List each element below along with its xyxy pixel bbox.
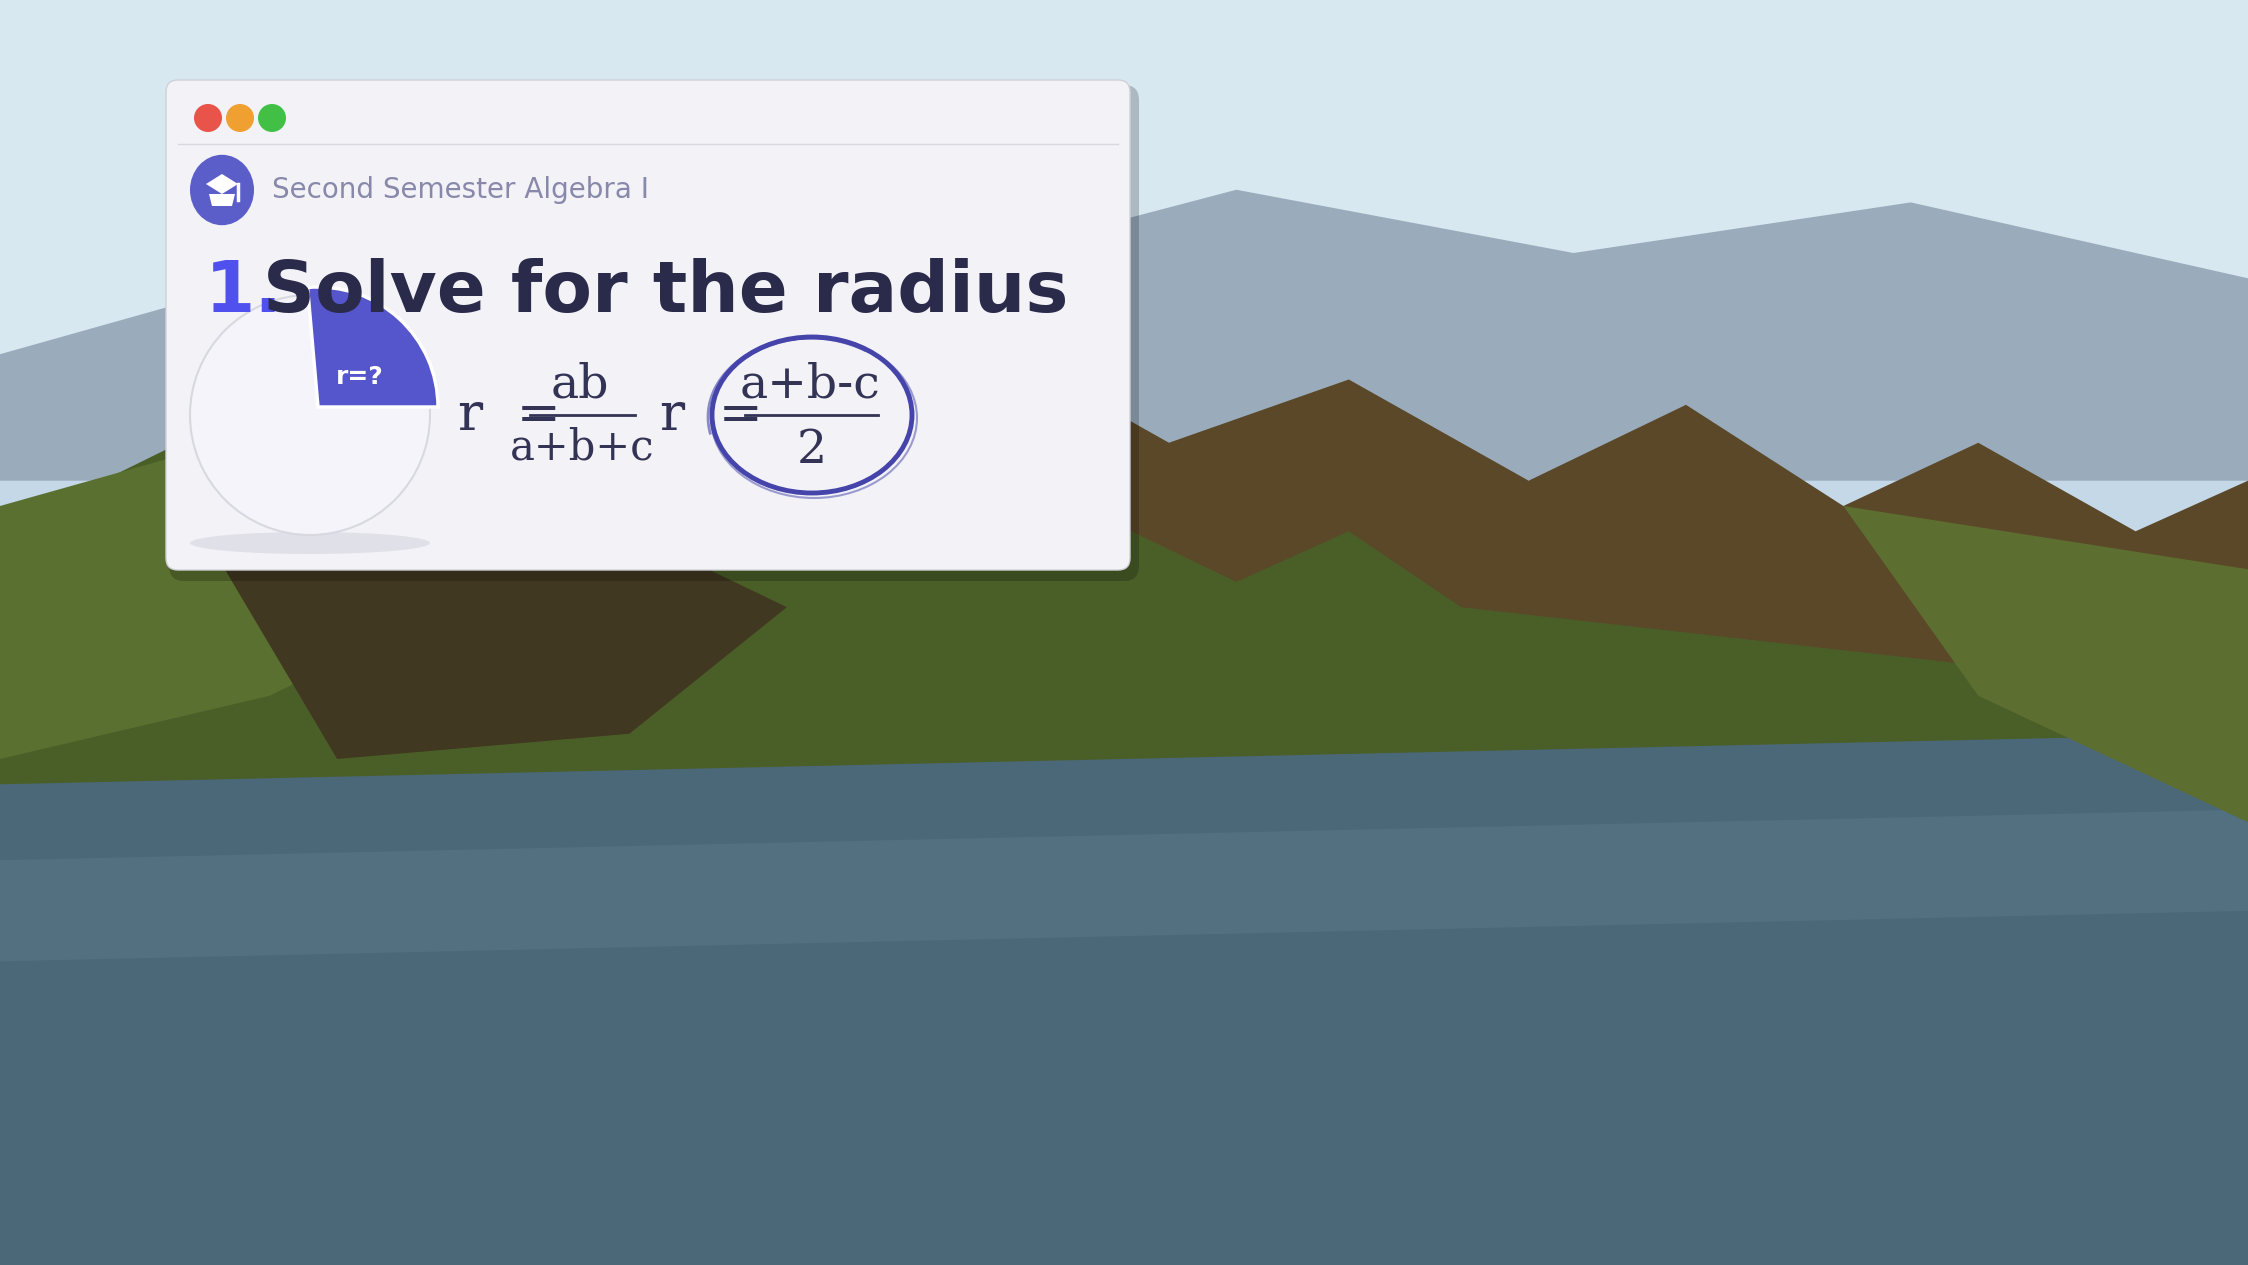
Text: r  =: r = bbox=[661, 390, 762, 440]
Polygon shape bbox=[1843, 506, 2248, 822]
Text: Solve for the radius: Solve for the radius bbox=[263, 258, 1068, 326]
Text: 2: 2 bbox=[798, 428, 827, 473]
Text: r=?: r=? bbox=[337, 366, 384, 390]
Polygon shape bbox=[0, 316, 2248, 822]
Circle shape bbox=[259, 104, 285, 132]
Polygon shape bbox=[0, 443, 2248, 822]
Text: ab: ab bbox=[551, 362, 609, 407]
Wedge shape bbox=[308, 287, 438, 407]
Polygon shape bbox=[0, 0, 2248, 443]
Text: r  =: r = bbox=[459, 390, 560, 440]
Polygon shape bbox=[0, 455, 450, 759]
Circle shape bbox=[193, 104, 223, 132]
Text: a+b-c: a+b-c bbox=[740, 362, 881, 407]
FancyBboxPatch shape bbox=[169, 85, 1140, 581]
FancyBboxPatch shape bbox=[166, 80, 1131, 571]
Polygon shape bbox=[0, 734, 2248, 1265]
Circle shape bbox=[191, 295, 429, 535]
Text: 1.: 1. bbox=[205, 258, 283, 326]
Text: a+b+c: a+b+c bbox=[510, 428, 654, 469]
Polygon shape bbox=[0, 190, 2248, 481]
Polygon shape bbox=[225, 481, 787, 759]
Circle shape bbox=[227, 104, 254, 132]
Polygon shape bbox=[0, 810, 2248, 961]
Polygon shape bbox=[207, 175, 238, 194]
Text: Second Semester Algebra I: Second Semester Algebra I bbox=[272, 176, 650, 204]
Ellipse shape bbox=[191, 533, 429, 554]
Polygon shape bbox=[209, 194, 236, 206]
Ellipse shape bbox=[191, 154, 254, 225]
